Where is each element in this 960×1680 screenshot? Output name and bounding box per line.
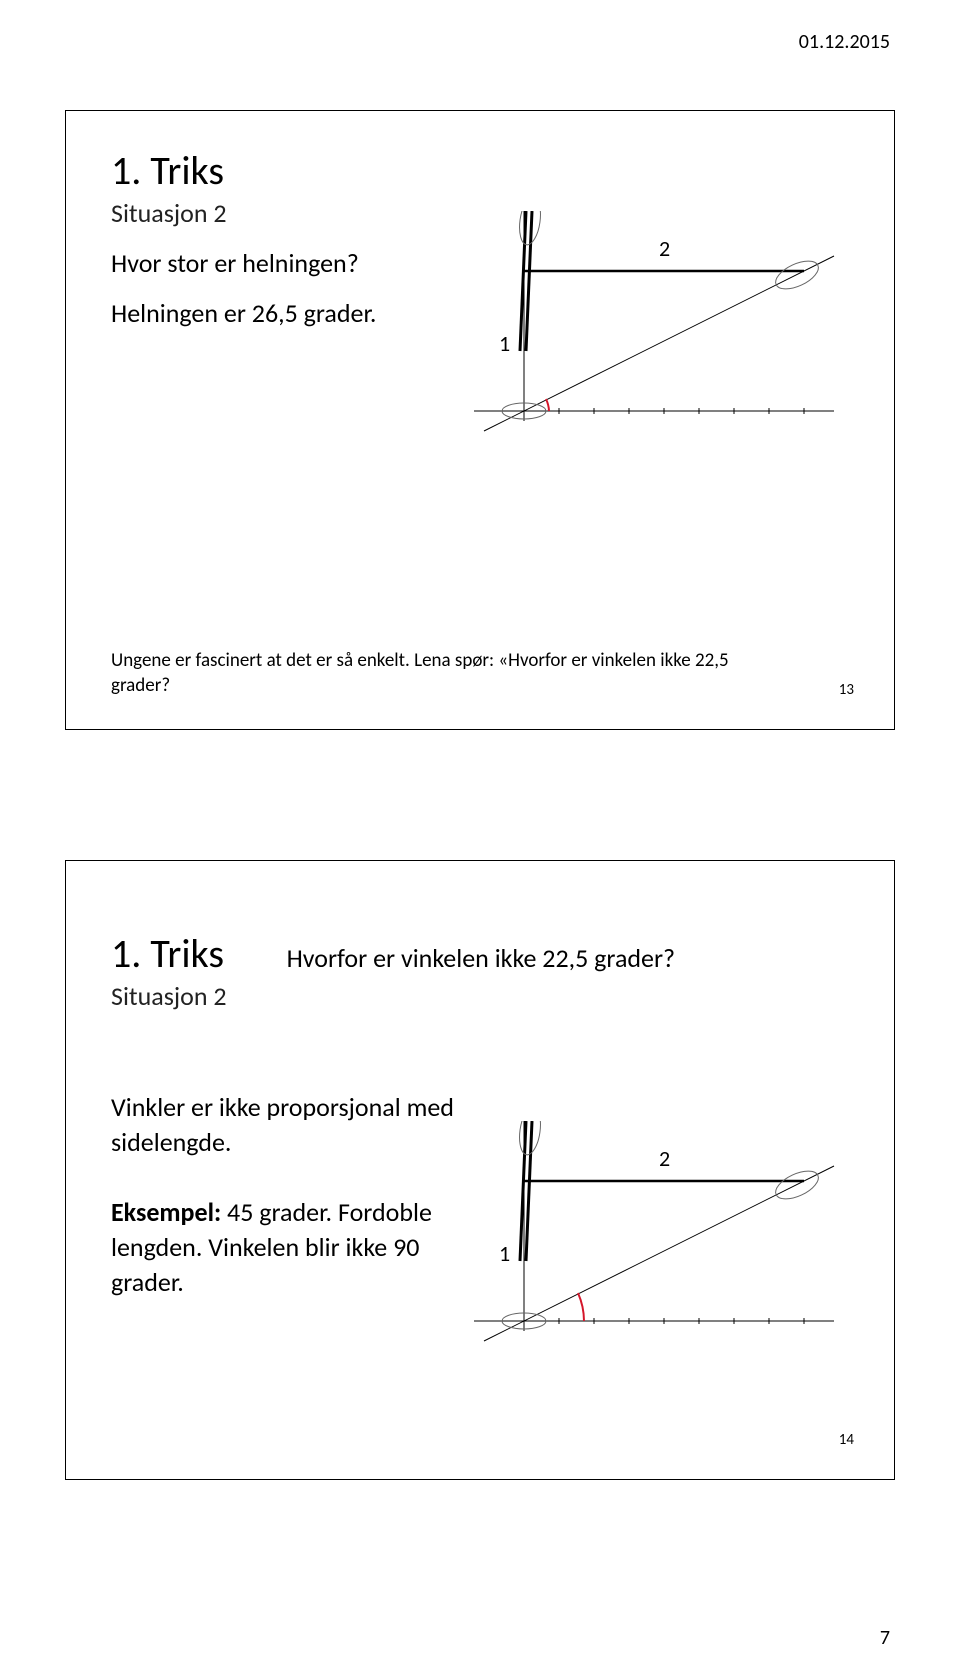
angle-diagram-1: 21	[464, 211, 864, 471]
page-date: 01.12.2015	[799, 30, 890, 54]
svg-text:1: 1	[499, 1240, 510, 1267]
slide-caption: Ungene er fascinert at det er så enkelt.…	[111, 648, 771, 699]
slide-14: 1. Triks Situasjon 2 Hvorfor er vinkelen…	[65, 860, 895, 1480]
slide-title: 1. Triks	[111, 929, 227, 978]
slide-13: 1. Triks Situasjon 2 Hvor stor er helnin…	[65, 110, 895, 730]
slide-number: 13	[839, 681, 854, 699]
svg-text:2: 2	[659, 235, 670, 262]
svg-text:1: 1	[499, 330, 510, 357]
svg-text:2: 2	[659, 1145, 670, 1172]
example-label: Eksempel:	[111, 1196, 221, 1228]
text-proportional: Vinkler er ikke proporsjonal med sidelen…	[111, 1090, 471, 1160]
text-example: Eksempel: 45 grader. Fordoble lengden. V…	[111, 1195, 471, 1300]
slide-question: Hvorfor er vinkelen ikke 22,5 grader?	[287, 942, 676, 974]
angle-diagram-2: 21	[464, 1121, 864, 1381]
slide-title: 1. Triks	[111, 146, 849, 195]
slide-subtitle: Situasjon 2	[111, 980, 227, 1012]
slide-number: 14	[839, 1431, 854, 1449]
page-number: 7	[880, 1626, 890, 1650]
